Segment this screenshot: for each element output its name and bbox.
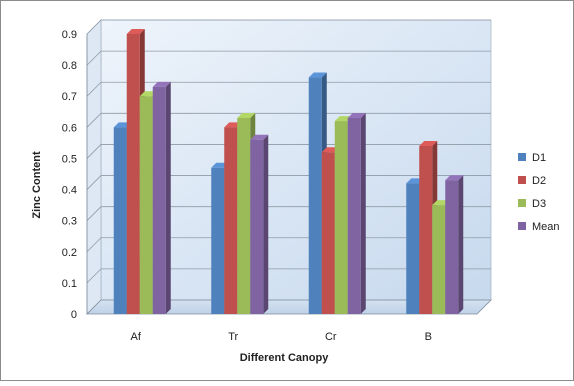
legend: D1 D2 D3 Mean — [518, 152, 560, 233]
x-tick-label: Cr — [325, 331, 337, 343]
bar-mean-b — [445, 175, 464, 314]
y-axis-label: Zinc Content — [31, 151, 43, 219]
y-tick-label: 0.6 — [62, 122, 77, 134]
y-tick-label: 0.2 — [62, 247, 77, 259]
legend-label: D2 — [532, 175, 546, 187]
gridline — [86, 50, 491, 66]
legend-label: Mean — [532, 221, 560, 233]
y-tick-label: 0.8 — [62, 60, 77, 72]
legend-swatch — [518, 222, 526, 230]
bar-mean-cr — [347, 113, 366, 314]
side-wall — [86, 19, 102, 315]
y-tick-label: 0.3 — [62, 216, 77, 228]
plot-area — [86, 19, 492, 315]
x-tick-label: Af — [131, 331, 142, 343]
y-tick-label: 0.1 — [62, 278, 77, 290]
gridline — [86, 81, 491, 97]
bar-mean-tr — [250, 134, 269, 314]
y-tick-label: 0.9 — [62, 29, 77, 41]
y-tick-label: 0.7 — [62, 91, 77, 103]
x-axis-label: Different Canopy — [240, 352, 330, 364]
legend-label: D3 — [532, 198, 546, 210]
legend-swatch — [518, 176, 526, 184]
x-axis-tick-labels: Af Tr Cr B — [131, 331, 432, 343]
legend-swatch — [518, 199, 526, 207]
legend-label: D1 — [532, 152, 546, 164]
bars — [113, 29, 464, 314]
y-axis-tick-labels: 0 0.1 0.2 0.3 0.4 0.5 0.6 0.7 0.8 0.9 — [62, 29, 77, 321]
bar-mean-af — [152, 81, 171, 314]
x-tick-label: Tr — [228, 331, 238, 343]
legend-swatch — [518, 153, 526, 161]
gridline — [86, 19, 491, 35]
x-tick-label: B — [425, 331, 432, 343]
y-tick-label: 0.5 — [62, 153, 77, 165]
y-tick-label: 0 — [71, 309, 77, 321]
y-tick-label: 0.4 — [62, 185, 77, 197]
